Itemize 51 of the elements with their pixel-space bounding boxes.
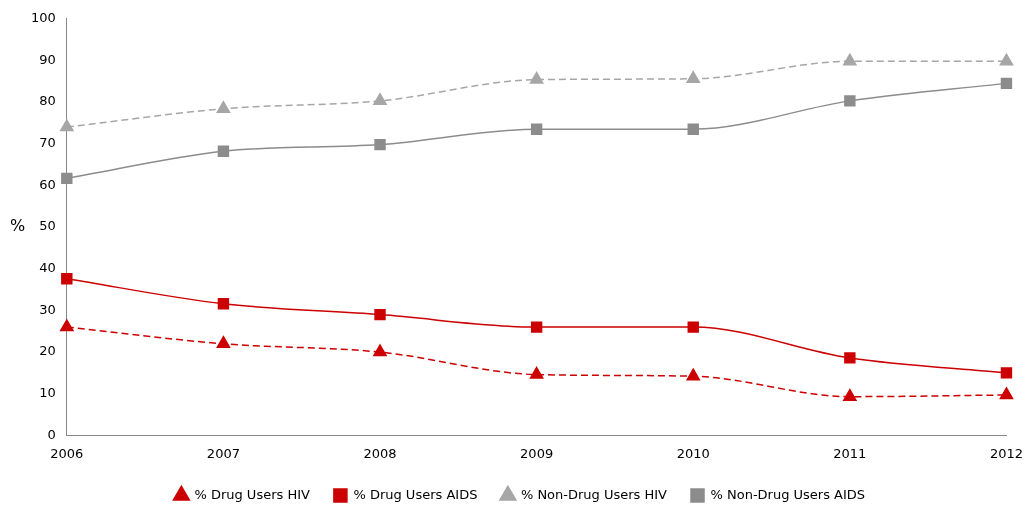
point	[529, 71, 544, 84]
y-tick-label: 70	[39, 135, 56, 151]
point	[216, 336, 231, 348]
point	[60, 119, 74, 132]
point	[686, 71, 701, 84]
point	[529, 366, 544, 379]
point	[1000, 77, 1013, 90]
point	[530, 123, 543, 135]
point	[217, 145, 230, 157]
point	[216, 101, 231, 114]
point	[373, 93, 387, 106]
y-tick-label: 30	[39, 301, 56, 317]
x-tick-label: 2009	[520, 445, 554, 461]
point	[374, 138, 386, 151]
point	[373, 344, 387, 357]
point	[61, 172, 73, 185]
x-tick-label: 2012	[989, 445, 1023, 461]
x-tick-label: 2010	[676, 445, 710, 461]
y-tick-label: 100	[30, 10, 56, 26]
x-tick-label: 2006	[50, 445, 84, 461]
point	[843, 388, 857, 401]
legend-label: % Drug Users HIV	[194, 486, 311, 502]
x-tick-label: 2008	[363, 445, 397, 461]
point	[60, 319, 74, 332]
point	[530, 321, 543, 333]
y-tick-label: 90	[39, 51, 56, 67]
point	[999, 387, 1014, 400]
y-tick-label: 60	[39, 176, 56, 192]
legend-label: % Drug Users AIDS	[353, 486, 478, 502]
y-tick-label: 50	[39, 218, 56, 234]
y-tick-label: 40	[39, 260, 56, 276]
legend-label: % Non-Drug Users AIDS	[710, 486, 866, 502]
y-tick-label: 0	[47, 426, 56, 442]
point	[999, 53, 1014, 66]
point	[687, 321, 699, 333]
legend-label: % Non-Drug Users HIV	[520, 486, 668, 502]
point	[687, 123, 699, 135]
x-tick-label: 2011	[833, 445, 867, 461]
point	[1000, 367, 1013, 379]
point	[61, 273, 73, 285]
point	[844, 352, 856, 364]
y-tick-label: 10	[39, 385, 56, 401]
y-axis-title: %	[10, 216, 26, 236]
point	[843, 53, 857, 66]
x-tick-label: 2007	[206, 445, 240, 461]
y-tick-label: 80	[39, 93, 56, 109]
point	[686, 368, 701, 381]
point	[844, 95, 856, 107]
point	[217, 298, 230, 310]
y-tick-label: 20	[39, 343, 56, 359]
point	[374, 308, 386, 321]
